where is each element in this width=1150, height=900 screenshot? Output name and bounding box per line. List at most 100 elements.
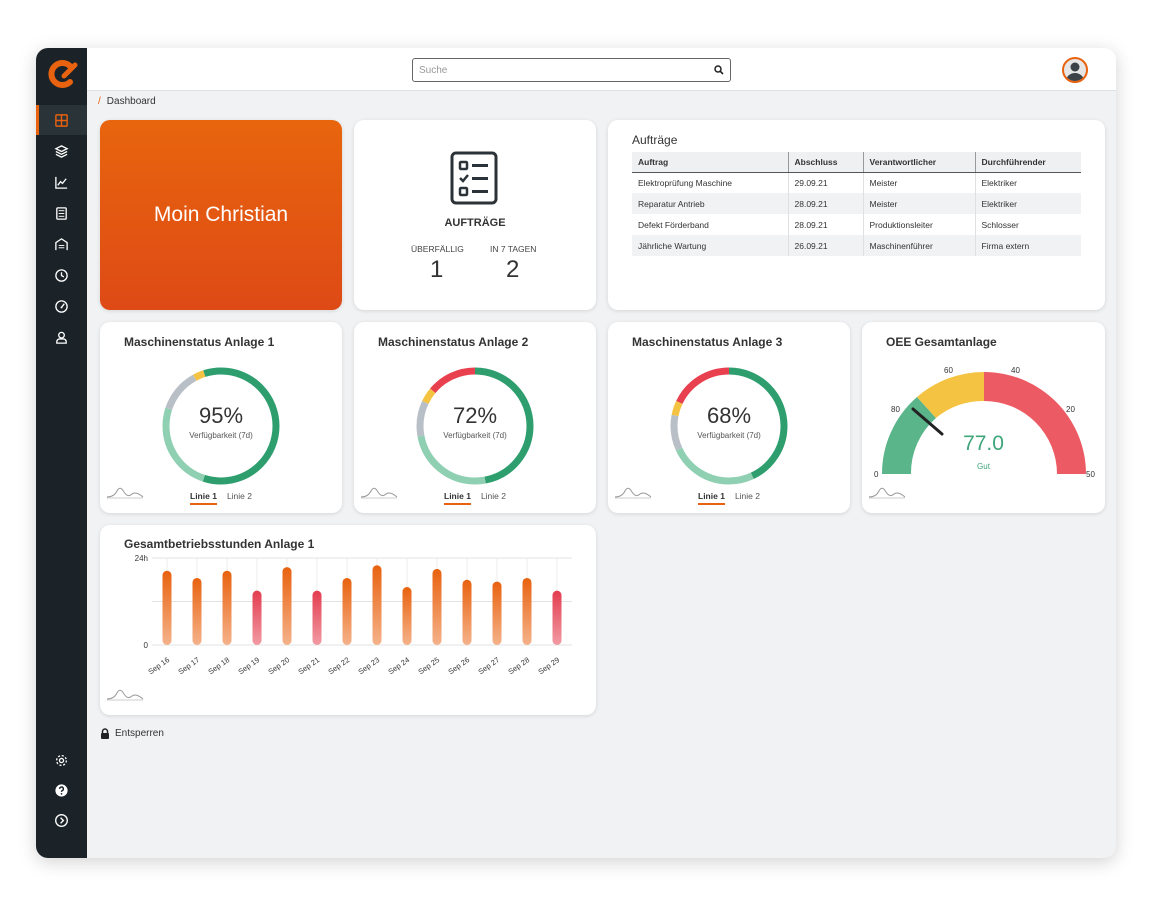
app-logo[interactable] xyxy=(44,56,80,92)
avatar[interactable] xyxy=(1062,57,1088,83)
bar[interactable] xyxy=(282,567,292,645)
search-input[interactable] xyxy=(419,64,714,76)
sidebar-item-layers[interactable] xyxy=(36,136,87,166)
document-icon xyxy=(56,206,67,220)
trend-icon[interactable] xyxy=(614,485,652,499)
table-row[interactable]: Defekt Förderband 28.09.21 Produktionsle… xyxy=(632,214,1081,235)
donut-chart xyxy=(670,367,788,485)
column-header[interactable]: Verantwortlicher xyxy=(862,152,975,173)
table-cell: Firma extern xyxy=(974,235,1081,256)
gear-icon xyxy=(55,754,68,766)
line-tabs: Linie 1 Linie 2 xyxy=(354,491,596,505)
availability-caption: Verfügbarkeit (7d) xyxy=(189,431,253,440)
oee-value: 77.0 xyxy=(963,432,1004,455)
oee-title: OEE Gesamtanlage xyxy=(886,335,997,349)
x-tick-label: Sep 23 xyxy=(357,655,382,676)
orders-table: Auftrag Abschluss Verantwortlicher Durch… xyxy=(632,152,1081,256)
trend-icon[interactable] xyxy=(106,485,144,499)
table-cell: 26.09.21 xyxy=(787,235,863,256)
unlock-label: Entsperren xyxy=(115,728,164,739)
gauge-tick: 20 xyxy=(1066,405,1075,414)
column-header[interactable]: Durchführender xyxy=(974,152,1081,173)
column-header[interactable]: Auftrag xyxy=(632,152,788,173)
bar[interactable] xyxy=(402,587,412,645)
sidebar-item-documents[interactable] xyxy=(36,198,87,228)
bar[interactable] xyxy=(342,577,352,645)
table-header-row: Auftrag Abschluss Verantwortlicher Durch… xyxy=(632,152,1081,173)
breadcrumb-current[interactable]: Dashboard xyxy=(106,96,156,107)
sidebar-item-help[interactable] xyxy=(36,775,87,805)
gauge-tick: 50 xyxy=(1086,470,1095,479)
greeting-text: Moin Christian xyxy=(153,203,289,226)
sidebar-item-settings[interactable] xyxy=(36,745,87,775)
next-7-days-count: 2 xyxy=(506,256,520,283)
greeting-tile: Moin Christian xyxy=(100,120,342,310)
table-cell: Reparatur Antrieb xyxy=(632,193,788,214)
table-row[interactable]: Jährliche Wartung 26.09.21 Maschinenführ… xyxy=(632,235,1081,256)
sidebar xyxy=(36,48,87,858)
table-row[interactable]: Elektroprüfung Maschine 29.09.21 Meister… xyxy=(632,172,1081,193)
column-header[interactable]: Abschluss xyxy=(787,152,863,173)
search-box[interactable] xyxy=(412,58,731,82)
donut-segment xyxy=(416,367,534,485)
bar[interactable] xyxy=(372,565,382,645)
overdue-label: ÜBERFÄLLIG xyxy=(411,244,464,254)
bar[interactable] xyxy=(222,570,232,645)
x-tick-label: Sep 22 xyxy=(327,655,352,676)
x-tick-label: Sep 24 xyxy=(387,655,412,676)
machine-status-title: Maschinenstatus Anlage 1 xyxy=(124,335,275,349)
orders-label: AUFTRÄGE xyxy=(444,217,506,229)
x-tick-label: Sep 29 xyxy=(537,655,562,676)
bar[interactable] xyxy=(252,590,262,645)
x-tick-label: Sep 18 xyxy=(207,655,232,676)
sidebar-item-dashboard[interactable] xyxy=(36,105,87,135)
table-row[interactable]: Reparatur Antrieb 28.09.21 Meister Elekt… xyxy=(632,193,1081,214)
sidebar-item-warehouse[interactable] xyxy=(36,229,87,259)
tab-line-1[interactable]: Linie 1 xyxy=(444,491,471,505)
x-tick-label: Sep 25 xyxy=(417,655,442,676)
tab-line-2[interactable]: Linie 2 xyxy=(226,491,252,501)
machine-status-card: Maschinenstatus Anlage 2 72% Verfügbarke… xyxy=(354,322,596,513)
bar[interactable] xyxy=(552,590,562,645)
bar[interactable] xyxy=(462,579,472,645)
x-tick-label: Sep 17 xyxy=(177,655,202,676)
sidebar-item-performance[interactable] xyxy=(36,291,87,321)
trend-icon[interactable] xyxy=(360,485,398,499)
bar[interactable] xyxy=(492,581,502,645)
search-icon[interactable] xyxy=(714,65,724,75)
tab-line-1[interactable]: Linie 1 xyxy=(698,491,725,505)
orders-table-title: Aufträge xyxy=(632,133,678,147)
bar[interactable] xyxy=(312,590,322,645)
app-window: / Dashboard Moin Christian AUFTRÄGE ÜBERF… xyxy=(36,48,1116,858)
unlock-button[interactable]: Entsperren xyxy=(100,728,164,739)
sidebar-item-analytics[interactable] xyxy=(36,167,87,197)
user-icon xyxy=(56,331,67,344)
bar[interactable] xyxy=(192,577,202,645)
x-tick-label: Sep 28 xyxy=(507,655,532,676)
tab-line-2[interactable]: Linie 2 xyxy=(734,491,760,501)
orders-summary-card[interactable]: AUFTRÄGE ÜBERFÄLLIG IN 7 TAGEN 1 2 xyxy=(354,120,596,310)
gauge-segment-bad xyxy=(984,372,1086,474)
sidebar-item-expand[interactable] xyxy=(36,805,87,835)
bar[interactable] xyxy=(432,568,442,645)
bar[interactable] xyxy=(522,577,532,645)
availability-donut: 68% Verfügbarkeit (7d) xyxy=(666,363,792,489)
sidebar-item-users[interactable] xyxy=(36,322,87,352)
tab-line-2[interactable]: Linie 2 xyxy=(480,491,506,501)
next-7-days-label: IN 7 TAGEN xyxy=(490,244,537,254)
clock-icon xyxy=(55,268,68,282)
availability-donut: 72% Verfügbarkeit (7d) xyxy=(412,363,538,489)
tab-line-1[interactable]: Linie 1 xyxy=(190,491,217,505)
bar[interactable] xyxy=(162,570,172,645)
machine-status-title: Maschinenstatus Anlage 2 xyxy=(378,335,529,349)
x-tick-label: Sep 26 xyxy=(447,655,472,676)
donut-segment xyxy=(670,367,788,485)
gauge-tick: 60 xyxy=(944,366,953,375)
trend-icon[interactable] xyxy=(106,687,144,701)
trend-icon[interactable] xyxy=(868,485,906,499)
donut-segment xyxy=(670,367,788,485)
table-cell: Meister xyxy=(862,172,975,193)
top-bar xyxy=(87,48,1116,91)
sidebar-item-history[interactable] xyxy=(36,260,87,290)
